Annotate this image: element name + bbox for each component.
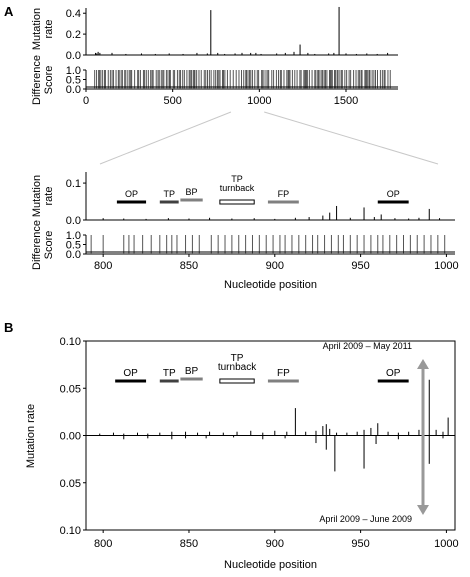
x-tick-label: 1500 bbox=[334, 95, 358, 107]
y-tick-label: 0.00 bbox=[60, 431, 81, 443]
x-tick-label: 800 bbox=[94, 260, 112, 272]
y-tick-label: 0.2 bbox=[66, 29, 81, 41]
y-axis-label-line: Score bbox=[43, 231, 55, 260]
region-label-bp: BP bbox=[185, 366, 199, 377]
panel-label-b: B bbox=[4, 320, 13, 335]
y-tick-label: 0.1 bbox=[66, 178, 81, 190]
y-tick-label: 0.10 bbox=[60, 525, 81, 537]
y-tick-label: 0.5 bbox=[66, 75, 81, 87]
region-label-tp-turnback: turnback bbox=[220, 183, 255, 193]
y-tick-label: 0.05 bbox=[60, 383, 81, 395]
x-tick-label: 950 bbox=[351, 538, 369, 550]
arrow-head-down bbox=[417, 505, 429, 515]
y-axis-label: Mutationrate bbox=[31, 8, 55, 50]
region-label-op: OP bbox=[123, 368, 138, 379]
x-tick-label: 800 bbox=[94, 538, 112, 550]
region-label-tp-turnback: TP bbox=[231, 353, 244, 364]
y-axis-label: Mutation rate bbox=[25, 404, 37, 468]
x-tick-label: 1000 bbox=[434, 260, 458, 272]
region-label-tp-turnback: turnback bbox=[218, 362, 257, 373]
y-tick-label: 0.10 bbox=[60, 336, 81, 348]
region-label-op: OP bbox=[125, 189, 138, 199]
period-top: April 2009 – May 2011 bbox=[323, 341, 412, 351]
y-axis-label-line: Difference bbox=[31, 55, 43, 105]
region-label-fp: FP bbox=[278, 189, 290, 199]
y-tick-label: 1.0 bbox=[66, 230, 81, 242]
y-axis-label-line: Mutation bbox=[31, 8, 43, 50]
zoom-guide-right bbox=[264, 111, 439, 165]
region-label-tp: TP bbox=[163, 368, 176, 379]
y-tick-label: 0.4 bbox=[66, 8, 81, 20]
x-tick-label: 950 bbox=[351, 260, 369, 272]
region-label-fp: FP bbox=[277, 368, 290, 379]
x-axis-label: Nucleotide position bbox=[224, 279, 317, 291]
y-axis-label: DifferenceScore bbox=[31, 55, 55, 105]
y-tick-label: 0.0 bbox=[66, 249, 81, 261]
y-axis-label-line: Mutation bbox=[31, 175, 43, 217]
region-bar-tp-turnback bbox=[219, 378, 255, 384]
region-label-tp-turnback: TP bbox=[231, 174, 243, 184]
y-tick-label: 0.0 bbox=[66, 215, 81, 227]
x-tick-label: 1000 bbox=[247, 95, 271, 107]
x-axis-label: Nucleotide position bbox=[224, 559, 317, 571]
arrow-head-up bbox=[417, 359, 429, 369]
x-tick-label: 500 bbox=[163, 95, 181, 107]
x-tick-label: 850 bbox=[180, 538, 198, 550]
x-tick-label: 900 bbox=[266, 538, 284, 550]
y-axis-label-line: Difference bbox=[31, 220, 43, 270]
region-label-tp: TP bbox=[163, 189, 175, 199]
y-tick-label: 0.0 bbox=[66, 84, 81, 96]
x-tick-label: 1000 bbox=[434, 538, 458, 550]
y-tick-label: 1.0 bbox=[66, 65, 81, 77]
region-label-bp: BP bbox=[186, 187, 198, 197]
y-tick-label: 0.5 bbox=[66, 240, 81, 252]
y-axis-label: DifferenceScore bbox=[31, 220, 55, 270]
y-axis-label: Mutationrate bbox=[31, 175, 55, 217]
x-tick-label: 900 bbox=[266, 260, 284, 272]
zoom-guide-left bbox=[99, 111, 232, 165]
y-axis-label-line: rate bbox=[43, 20, 55, 39]
y-tick-label: 0.0 bbox=[66, 50, 81, 62]
x-tick-label: 850 bbox=[180, 260, 198, 272]
region-label-op: OP bbox=[386, 368, 401, 379]
panel-label-a: A bbox=[4, 4, 14, 19]
region-label-op: OP bbox=[387, 189, 400, 199]
y-axis-label-line: rate bbox=[43, 187, 55, 206]
region-bar-tp-turnback bbox=[219, 199, 255, 205]
x-tick-label: 0 bbox=[83, 95, 89, 107]
period-bottom: April 2009 – June 2009 bbox=[319, 514, 412, 524]
y-axis-label-line: Score bbox=[43, 66, 55, 95]
y-tick-label: 0.05 bbox=[60, 478, 81, 490]
